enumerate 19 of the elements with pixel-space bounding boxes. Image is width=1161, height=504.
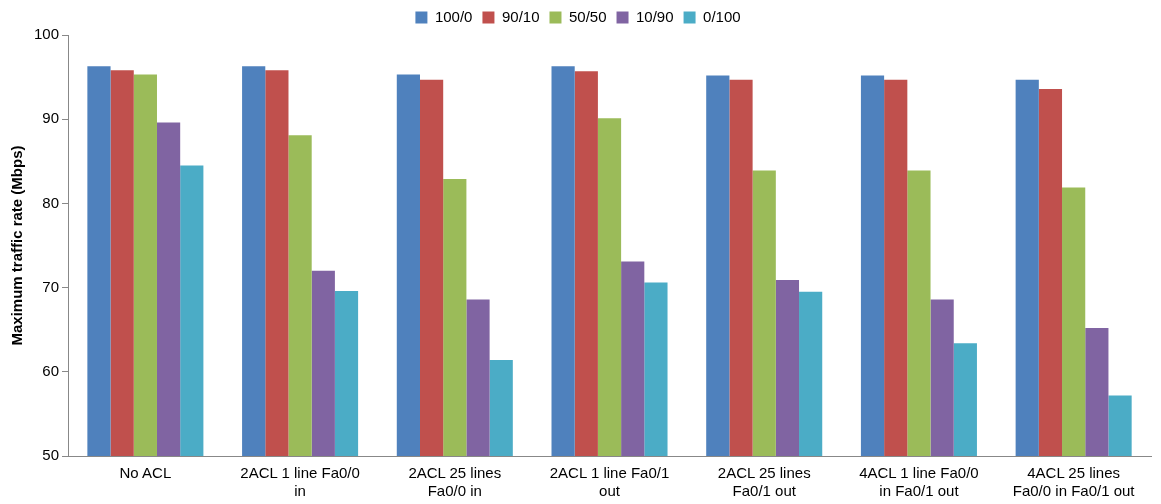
y-tick-label: 100 (34, 25, 60, 43)
legend-label: 90/10 (501, 7, 540, 25)
legend-label: 0/100 (703, 7, 741, 25)
y-tick-label: 80 (42, 193, 60, 211)
y-tick-label: 90 (42, 109, 60, 127)
y-tick-label: 70 (42, 277, 60, 295)
y-axis-title: Maximum traffic rate (Mbps) (8, 145, 26, 346)
y-tick-label: 50 (42, 446, 60, 464)
x-tick-label: 2ACL 25 lines Fa0/1 out (717, 464, 811, 500)
x-tick-label: 2ACL 1 line Fa0/1 out (549, 464, 670, 500)
legend-label: 100/0 (434, 7, 473, 25)
x-tick-label: 2ACL 1 line Fa0/0 in (240, 464, 360, 500)
legend-label: 50/50 (568, 7, 607, 25)
x-tick-label: 4ACL 1 line Fa0/0 in Fa0/1 out (859, 464, 979, 500)
y-tick-label: 60 (42, 361, 60, 379)
x-tick-label: 2ACL 25 lines Fa0/0 in (408, 464, 502, 500)
legend-label: 10/90 (636, 7, 674, 25)
x-tick-label: 4ACL 25 lines Fa0/0 in Fa0/1 out (1012, 464, 1136, 500)
x-tick-label: No ACL (119, 464, 172, 482)
